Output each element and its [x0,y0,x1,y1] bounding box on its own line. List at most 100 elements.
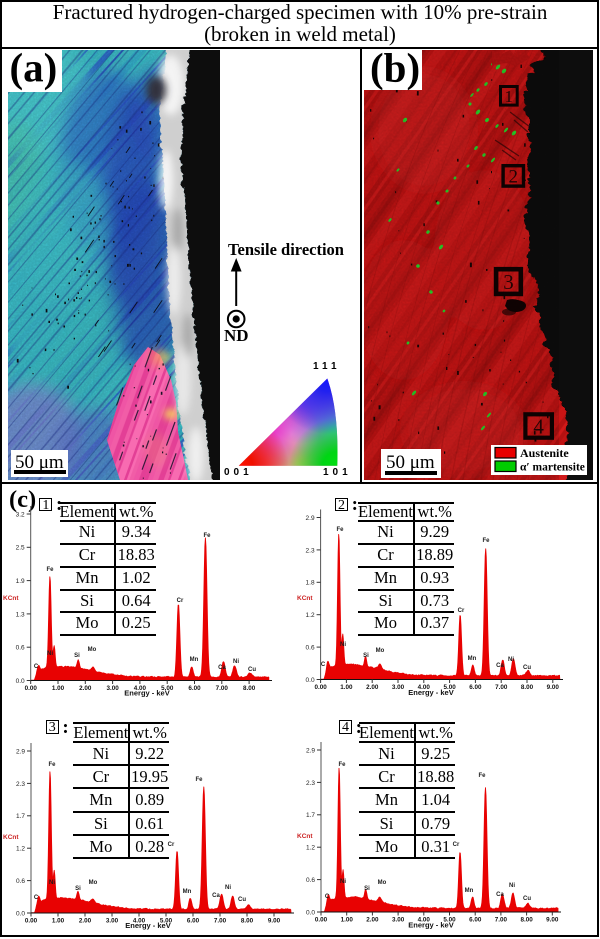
svg-text:Ca: Ca [218,665,226,671]
svg-text:Fe: Fe [338,762,346,768]
svg-text:Cr: Cr [177,598,184,604]
svg-text:0.00: 0.00 [25,685,38,692]
svg-text:2.00: 2.00 [79,685,92,692]
svg-text:Fe: Fe [48,762,56,768]
svg-text:Fe: Fe [478,773,486,779]
svg-text:9.00: 9.00 [268,918,281,925]
svg-text:Fe: Fe [195,777,203,783]
svg-text:Si: Si [74,653,80,659]
svg-text:Energy - keV: Energy - keV [125,921,170,930]
svg-text:3.00: 3.00 [106,685,119,692]
svg-text:6.00: 6.00 [187,918,200,925]
svg-text:1.2: 1.2 [306,845,315,852]
svg-text:Ni: Ni [508,657,514,663]
svg-text:3: 3 [503,270,514,294]
svg-text:Cu: Cu [248,667,256,673]
svg-text:Energy - keV: Energy - keV [408,688,453,697]
svg-text:0.6: 0.6 [16,878,25,885]
svg-text:KCnt: KCnt [297,595,313,602]
svg-text:8.00: 8.00 [521,684,534,691]
svg-text:Mn: Mn [465,888,474,894]
svg-text:50 μm: 50 μm [15,452,64,473]
svg-text:0.0: 0.0 [306,909,315,916]
svg-text:3.2: 3.2 [16,511,25,518]
svg-text:Fe: Fe [336,527,344,533]
svg-text:1.9: 1.9 [16,578,25,585]
svg-text:0.0: 0.0 [306,677,315,684]
svg-text:4: 4 [533,415,544,439]
svg-text:3.00: 3.00 [392,684,405,691]
svg-text:4.00: 4.00 [418,684,431,691]
svg-text:C: C [325,894,330,900]
svg-text:Energy - keV: Energy - keV [124,689,169,698]
svg-text:Cu: Cu [523,665,531,671]
svg-text:Ni: Ni [509,883,515,889]
svg-text:4.00: 4.00 [418,917,431,924]
svg-text:50 μm: 50 μm [386,452,435,473]
svg-text:Ni: Ni [233,659,239,665]
svg-text:α′ martensite: α′ martensite [520,462,585,474]
svg-text:Energy - keV: Energy - keV [408,921,453,930]
svg-text:Mo: Mo [376,648,385,654]
svg-text:6.00: 6.00 [469,917,482,924]
svg-text:C: C [34,664,39,670]
svg-text:2.9: 2.9 [16,748,25,755]
svg-text:4.00: 4.00 [134,685,147,692]
svg-text:Mo: Mo [378,880,387,886]
svg-text:2.00: 2.00 [366,684,379,691]
svg-text:0.00: 0.00 [315,917,328,924]
svg-text:8.00: 8.00 [243,685,256,692]
svg-text:0.0: 0.0 [16,910,25,917]
svg-text:Fe: Fe [203,533,211,539]
svg-text:Ca: Ca [496,892,504,898]
svg-text:Ni: Ni [340,642,346,648]
svg-text:2.9: 2.9 [306,515,315,522]
svg-text:1.00: 1.00 [52,685,65,692]
svg-text:Ni: Ni [47,651,53,657]
svg-text:8.00: 8.00 [520,917,533,924]
svg-text:0.00: 0.00 [25,918,38,925]
svg-text:2.3: 2.3 [16,781,25,788]
svg-text:Cr: Cr [458,608,465,614]
svg-text:1.7: 1.7 [306,812,315,819]
svg-text:0.6: 0.6 [306,645,315,652]
svg-text:(b): (b) [370,50,420,91]
svg-text:4.00: 4.00 [133,918,146,925]
svg-text:5.00: 5.00 [160,918,173,925]
svg-text:KCnt: KCnt [297,833,313,840]
svg-text:0.00: 0.00 [314,684,327,691]
svg-text:(a): (a) [10,50,58,91]
svg-text:0.6: 0.6 [16,645,25,652]
svg-text:Mo: Mo [88,647,97,653]
svg-text:6.00: 6.00 [188,685,201,692]
svg-text:9.00: 9.00 [547,684,560,691]
svg-text:Ni: Ni [49,880,55,886]
svg-text:5.00: 5.00 [161,685,174,692]
svg-text:2.00: 2.00 [366,917,379,924]
svg-text:Mn: Mn [468,656,477,662]
svg-text:0.6: 0.6 [306,877,315,884]
svg-text:Fe: Fe [46,567,54,573]
svg-text:Ca: Ca [496,663,504,669]
svg-text:1.00: 1.00 [341,917,354,924]
svg-text:Austenite: Austenite [520,446,569,460]
svg-text:3.00: 3.00 [106,918,119,925]
svg-text:5.00: 5.00 [443,917,456,924]
svg-text:Mn: Mn [183,889,192,895]
svg-text:Ni: Ni [225,885,231,891]
svg-text:2.3: 2.3 [306,780,315,787]
svg-text:Cu: Cu [523,896,531,902]
svg-text:C: C [321,662,326,668]
svg-text:Si: Si [363,653,369,659]
svg-text:8.00: 8.00 [241,918,254,925]
svg-text:6.00: 6.00 [469,684,482,691]
svg-text:2.9: 2.9 [306,747,315,754]
svg-text:0.0: 0.0 [16,678,25,685]
svg-text:Mo: Mo [89,880,98,886]
svg-text:Fe: Fe [482,538,490,544]
svg-text:Ca: Ca [212,893,220,899]
svg-text:Si: Si [75,886,81,892]
svg-text:5.00: 5.00 [443,684,456,691]
svg-text:1.2: 1.2 [16,846,25,853]
svg-text:7.00: 7.00 [495,684,508,691]
